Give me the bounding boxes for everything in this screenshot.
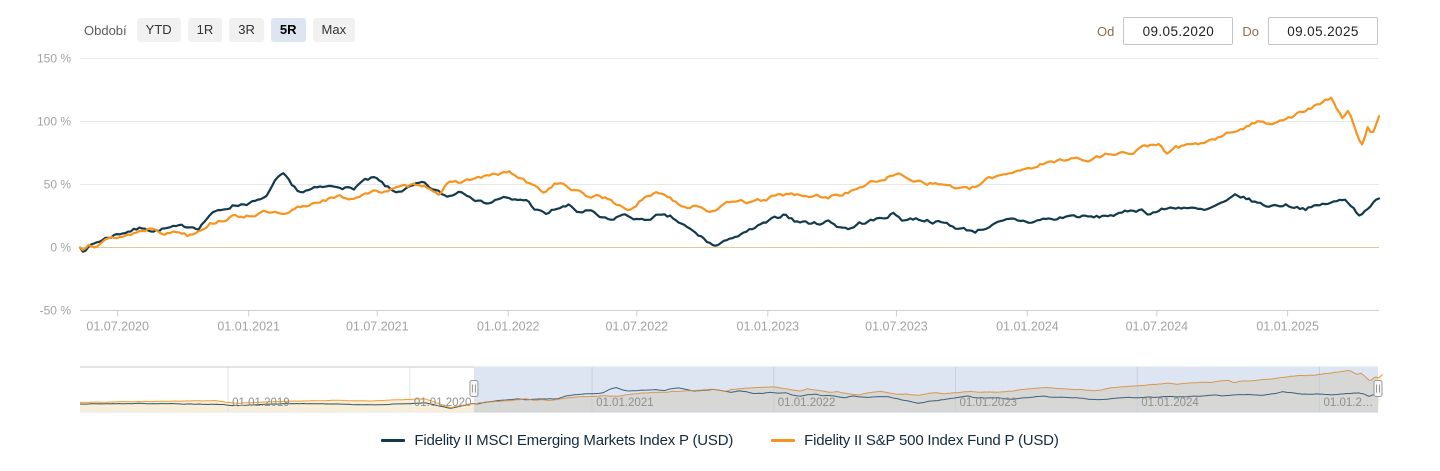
x-axis-label: 01.01.2021 [217, 320, 280, 334]
navigator-right-handle[interactable] [1373, 380, 1383, 397]
navigator-area-fill [80, 370, 1383, 412]
period-button-ytd[interactable]: YTD [136, 18, 181, 42]
legend-item[interactable]: Fidelity II S&P 500 Index Fund P (USD) [771, 432, 1059, 449]
series-line-em-index [78, 172, 1381, 253]
x-axis-label: 01.01.2025 [1256, 320, 1319, 334]
date-from-label: Od [1097, 23, 1115, 39]
navigator-left-handle[interactable] [469, 380, 479, 397]
x-axis-label: 01.07.2021 [346, 320, 409, 334]
x-axis-label: 01.01.2022 [477, 320, 540, 334]
y-axis-label: 100 % [37, 115, 71, 129]
navigator-date-label: 01.01.2019 [232, 397, 290, 409]
navigator-date-label: 01.01.2020 [414, 397, 472, 409]
series-line-swatch [771, 439, 796, 442]
date-to-input[interactable] [1268, 17, 1378, 45]
x-axis-label: 01.07.2024 [1126, 320, 1189, 334]
legend-label: Fidelity II S&P 500 Index Fund P (USD) [804, 432, 1059, 449]
navigator-date-label: 01.01.2021 [596, 397, 654, 409]
legend-item[interactable]: Fidelity II MSCI Emerging Markets Index … [381, 432, 733, 449]
navigator-date-label: 01.01.2… [1323, 397, 1373, 409]
chart-legend: Fidelity II MSCI Emerging Markets Index … [0, 432, 1440, 449]
period-buttons: YTD 1R 3R 5R Max [136, 18, 356, 42]
period-selector-label: Období [84, 22, 127, 38]
x-axis-label: 01.01.2024 [996, 320, 1059, 334]
period-button-1r[interactable]: 1R [187, 18, 223, 42]
x-axis-label: 01.07.2020 [86, 320, 149, 334]
series-line-swatch [381, 439, 406, 442]
navigator-selected-range[interactable] [473, 366, 1379, 413]
navigator-series-em-index [79, 386, 1383, 409]
period-button-5r[interactable]: 5R [270, 18, 306, 42]
date-to-label: Do [1242, 23, 1259, 39]
navigator-date-label: 01.01.2022 [778, 397, 836, 409]
period-button-max[interactable]: Max [312, 18, 356, 42]
date-range-selector: Od Do [1097, 17, 1378, 45]
navigator-date-label: 01.01.2024 [1141, 397, 1199, 409]
series-line-sp500 [78, 96, 1381, 252]
navigator-series-sp500 [80, 370, 1383, 409]
date-from-input[interactable] [1123, 17, 1234, 45]
x-axis-label: 01.07.2022 [606, 320, 669, 334]
period-button-3r[interactable]: 3R [229, 18, 264, 42]
y-axis-label: 150 % [37, 52, 71, 66]
legend-label: Fidelity II MSCI Emerging Markets Index … [414, 432, 734, 449]
period-selector: Období YTD 1R 3R 5R Max [84, 18, 356, 42]
y-axis-label: 0 % [50, 241, 71, 255]
x-axis-label: 01.01.2023 [737, 320, 800, 334]
y-axis-label: 50 % [44, 178, 72, 192]
x-axis-label: 01.07.2023 [865, 320, 928, 334]
navigator-date-label: 01.01.2023 [960, 397, 1018, 409]
y-axis-label: -50 % [40, 304, 72, 318]
